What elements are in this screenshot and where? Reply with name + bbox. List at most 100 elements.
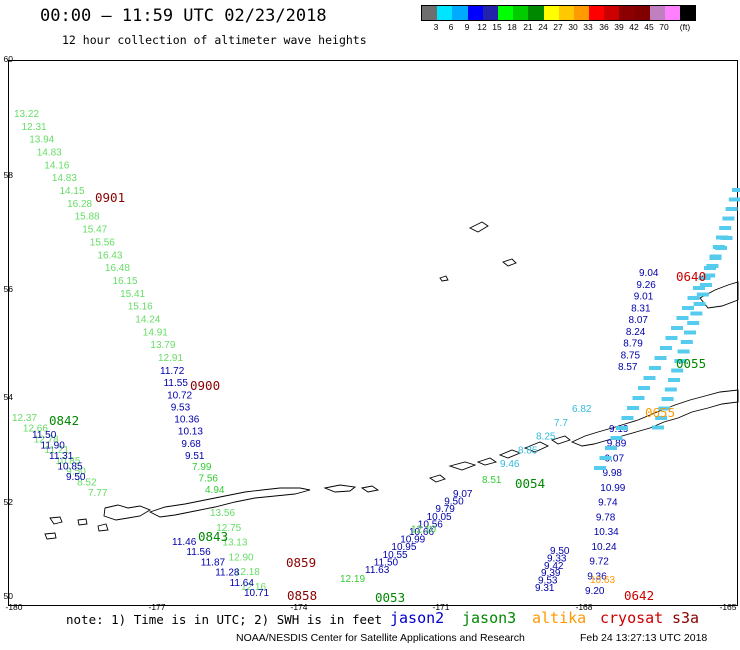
color-scale-tick-label: 3	[433, 22, 439, 32]
wave-height-value: 8.25	[536, 432, 556, 443]
track-mark	[649, 366, 661, 370]
wave-height-value: 9.42	[544, 561, 564, 572]
track-mark	[715, 246, 727, 250]
track-mark	[728, 197, 740, 202]
wave-height-value: 8.57	[618, 362, 638, 373]
track-mark	[605, 446, 617, 450]
track-mark	[732, 188, 740, 192]
latitude-label: 56	[3, 284, 13, 294]
color-swatch	[665, 6, 681, 20]
coastline	[44, 221, 739, 540]
wave-height-value: 16.43	[97, 250, 122, 261]
color-scale-tick-label: 39	[614, 22, 624, 32]
track-mark	[709, 256, 722, 260]
track-mark	[676, 316, 689, 320]
pass-time-label: 0642	[624, 588, 654, 603]
color-scale-tick-label: 42	[629, 22, 639, 32]
wave-height-value: 16.15	[113, 276, 138, 287]
color-scale-tick-label: 30	[568, 22, 578, 32]
wave-height-value: 10.85	[58, 462, 83, 473]
wave-height-value: 9.51	[185, 451, 205, 462]
wave-height-value: 9.31	[535, 583, 555, 594]
color-scale-tick-label: 15	[492, 22, 502, 32]
wave-height-value: 9.74	[598, 498, 618, 509]
color-swatch	[497, 6, 514, 20]
wave-height-value: 15.47	[82, 225, 107, 236]
wave-height-value: 9.33	[547, 553, 567, 564]
wave-height-value: 9.78	[596, 512, 616, 523]
wave-height-value: 9.07	[453, 489, 473, 500]
wave-height-value: 11.55	[164, 378, 189, 389]
wave-height-value: 9.53	[171, 402, 191, 413]
pass-time-label: 0842	[49, 413, 79, 428]
wave-height-value: 11.90	[41, 441, 66, 452]
latitude-label: 58	[3, 170, 13, 180]
wave-height-value: 10.85	[55, 456, 80, 467]
track-mark	[638, 386, 650, 390]
legend-cryosat: cryosat	[600, 609, 664, 627]
wave-height-value: 15.56	[90, 237, 115, 248]
track-mark	[643, 376, 656, 380]
wave-height-value: 12.16	[241, 582, 266, 593]
track-mark	[722, 216, 735, 221]
wave-height-value: 14.91	[143, 327, 168, 338]
wave-height-value: 8.51	[482, 475, 502, 486]
wave-height-value: 10.55	[383, 550, 408, 561]
track-mark	[687, 296, 700, 300]
wave-height-value: 9.53	[538, 576, 558, 587]
track-mark	[652, 425, 664, 430]
wave-height-value: 7.99	[192, 462, 212, 473]
pass-time-label: 0900	[190, 378, 220, 393]
color-scale-tick-label: 21	[523, 22, 533, 32]
track-mark	[720, 236, 733, 240]
wave-height-value: 15.41	[120, 289, 145, 300]
track-mark	[700, 283, 712, 287]
pass-time-label: 0858	[287, 588, 317, 603]
track-mark	[654, 356, 667, 360]
wave-height-value: 9.68	[181, 439, 201, 450]
color-scale-tick-label: 45	[644, 22, 654, 32]
track-mark	[664, 387, 677, 392]
wave-height-value: 7.56	[199, 474, 219, 485]
wave-height-value: 8.07	[629, 315, 649, 326]
wave-height-value: 12.19	[340, 574, 365, 585]
wave-height-value: 14.83	[37, 148, 62, 159]
wave-height-value: 9.72	[589, 557, 609, 568]
wave-height-value: 9.46	[500, 459, 520, 470]
wave-height-value: 9.01	[634, 292, 654, 303]
legend-jason2: jason2	[390, 609, 445, 627]
longitude-label: -174	[290, 602, 308, 612]
track-mark	[594, 466, 606, 470]
longitude-label: -168	[575, 602, 593, 612]
wave-height-value: 13.56	[210, 508, 235, 519]
wave-height-value: 9.36	[587, 571, 607, 582]
wave-height-value: 14.83	[52, 173, 77, 184]
wave-height-value: 14.16	[44, 160, 69, 171]
legend-jason3: jason3	[462, 609, 517, 627]
wave-height-value: 9.50	[66, 472, 86, 483]
wave-height-value: 9.26	[636, 280, 656, 291]
wave-height-value: 10.24	[592, 542, 617, 553]
wave-height-value: 13.13	[222, 538, 247, 549]
wave-height-value: 7.7	[554, 418, 568, 429]
color-swatch	[680, 6, 696, 20]
pass-time-label: 0901	[95, 190, 125, 205]
wave-height-value: 10.34	[594, 527, 619, 538]
wave-height-value: 13.22	[14, 109, 39, 120]
wave-height-value: 12.18	[235, 567, 260, 578]
track-mark	[687, 321, 700, 325]
wave-height-value: 8.79	[623, 339, 643, 350]
color-scale-tick-label: 12	[477, 22, 487, 32]
track-mark	[621, 416, 634, 420]
wave-height-value: 15.88	[75, 212, 100, 223]
color-swatch	[649, 6, 665, 20]
wave-height-value: 10.66	[409, 527, 434, 538]
wave-height-value: 10.63	[590, 575, 615, 586]
color-swatch	[573, 6, 590, 20]
generated-timestamp: Feb 24 13:27:13 UTC 2018	[580, 632, 708, 644]
color-swatch	[452, 6, 468, 20]
color-swatch	[619, 6, 635, 20]
wave-height-value: 10.72	[167, 390, 192, 401]
wave-height-value: 13.79	[150, 340, 175, 351]
